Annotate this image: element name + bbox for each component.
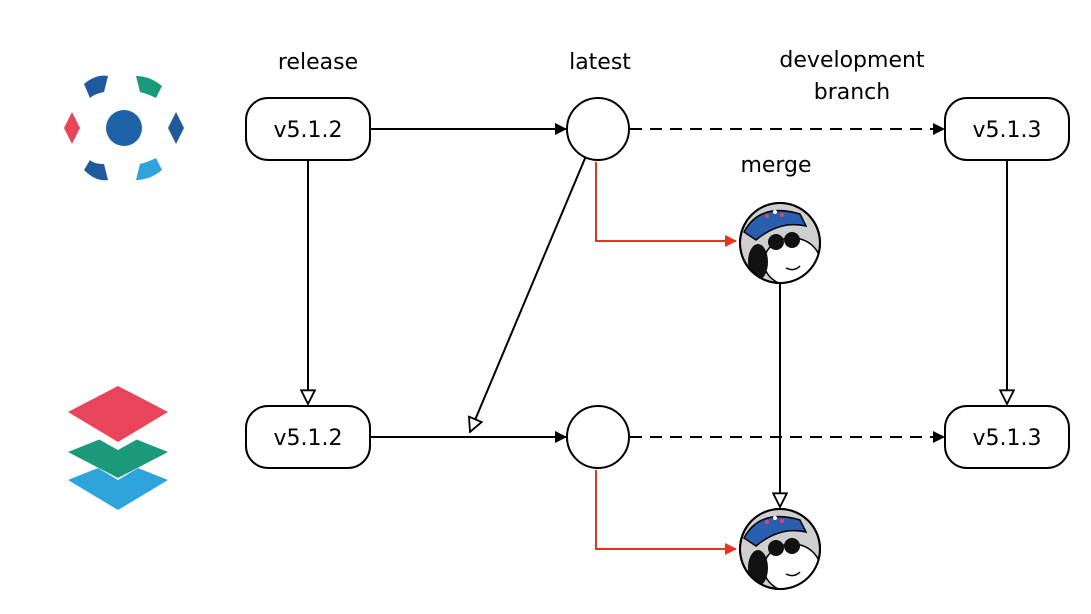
node-top-dev-label: v5.1.3 [973,118,1042,143]
node-bottom-release-label: v5.1.2 [274,426,343,451]
node-bottom-release: v5.1.2 [245,405,371,469]
header-development-line1: development [779,48,925,73]
node-bottom-dev-label: v5.1.3 [973,426,1042,451]
edges [308,123,1007,507]
merge-avatar-icon [739,202,821,284]
header-release: release [278,50,358,75]
header-merge: merge [740,153,811,178]
edge-top-merge [595,162,737,247]
node-top-dev: v5.1.3 [944,97,1070,161]
node-top-latest [566,97,630,161]
merge-edges [595,162,737,555]
node-top-release: v5.1.2 [245,97,371,161]
stacked-layers-logo-icon [68,386,168,510]
header-development-line2: branch [814,80,890,105]
node-bottom-latest [566,405,630,469]
edge-latest-diagonal [470,155,587,432]
node-top-release-label: v5.1.2 [274,118,343,143]
merge-avatar-icon [739,508,821,590]
header-latest: latest [569,50,631,75]
dots-logo-icon [64,75,184,181]
edge-bottom-merge [595,470,737,555]
node-bottom-dev: v5.1.3 [944,405,1070,469]
